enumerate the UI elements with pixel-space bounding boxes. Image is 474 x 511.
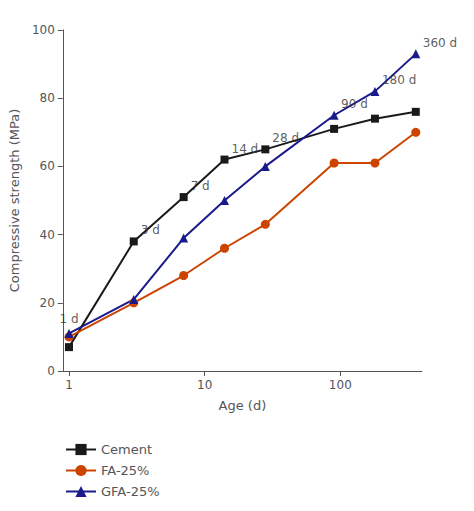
svg-text:FA-25%: FA-25%: [101, 463, 149, 478]
svg-text:1: 1: [65, 378, 73, 392]
svg-text:7 d: 7 d: [191, 179, 210, 193]
svg-text:3 d: 3 d: [141, 223, 160, 237]
svg-text:40: 40: [40, 228, 55, 242]
svg-text:100: 100: [329, 378, 352, 392]
svg-text:20: 20: [40, 296, 55, 310]
svg-text:100: 100: [32, 23, 55, 37]
svg-text:GFA-25%: GFA-25%: [101, 484, 160, 499]
svg-text:10: 10: [197, 378, 212, 392]
svg-text:Compressive strength (MPa): Compressive strength (MPa): [7, 109, 22, 292]
svg-text:14 d: 14 d: [231, 142, 258, 156]
svg-text:80: 80: [40, 91, 55, 105]
svg-text:360 d: 360 d: [423, 36, 457, 50]
svg-text:60: 60: [40, 159, 55, 173]
svg-text:0: 0: [47, 364, 55, 378]
svg-text:Cement: Cement: [101, 442, 152, 457]
svg-text:28 d: 28 d: [272, 131, 299, 145]
svg-text:180 d: 180 d: [382, 73, 416, 87]
svg-text:1 d: 1 d: [59, 312, 78, 326]
svg-text:90 d: 90 d: [341, 97, 368, 111]
svg-text:Age (d): Age (d): [219, 398, 267, 413]
